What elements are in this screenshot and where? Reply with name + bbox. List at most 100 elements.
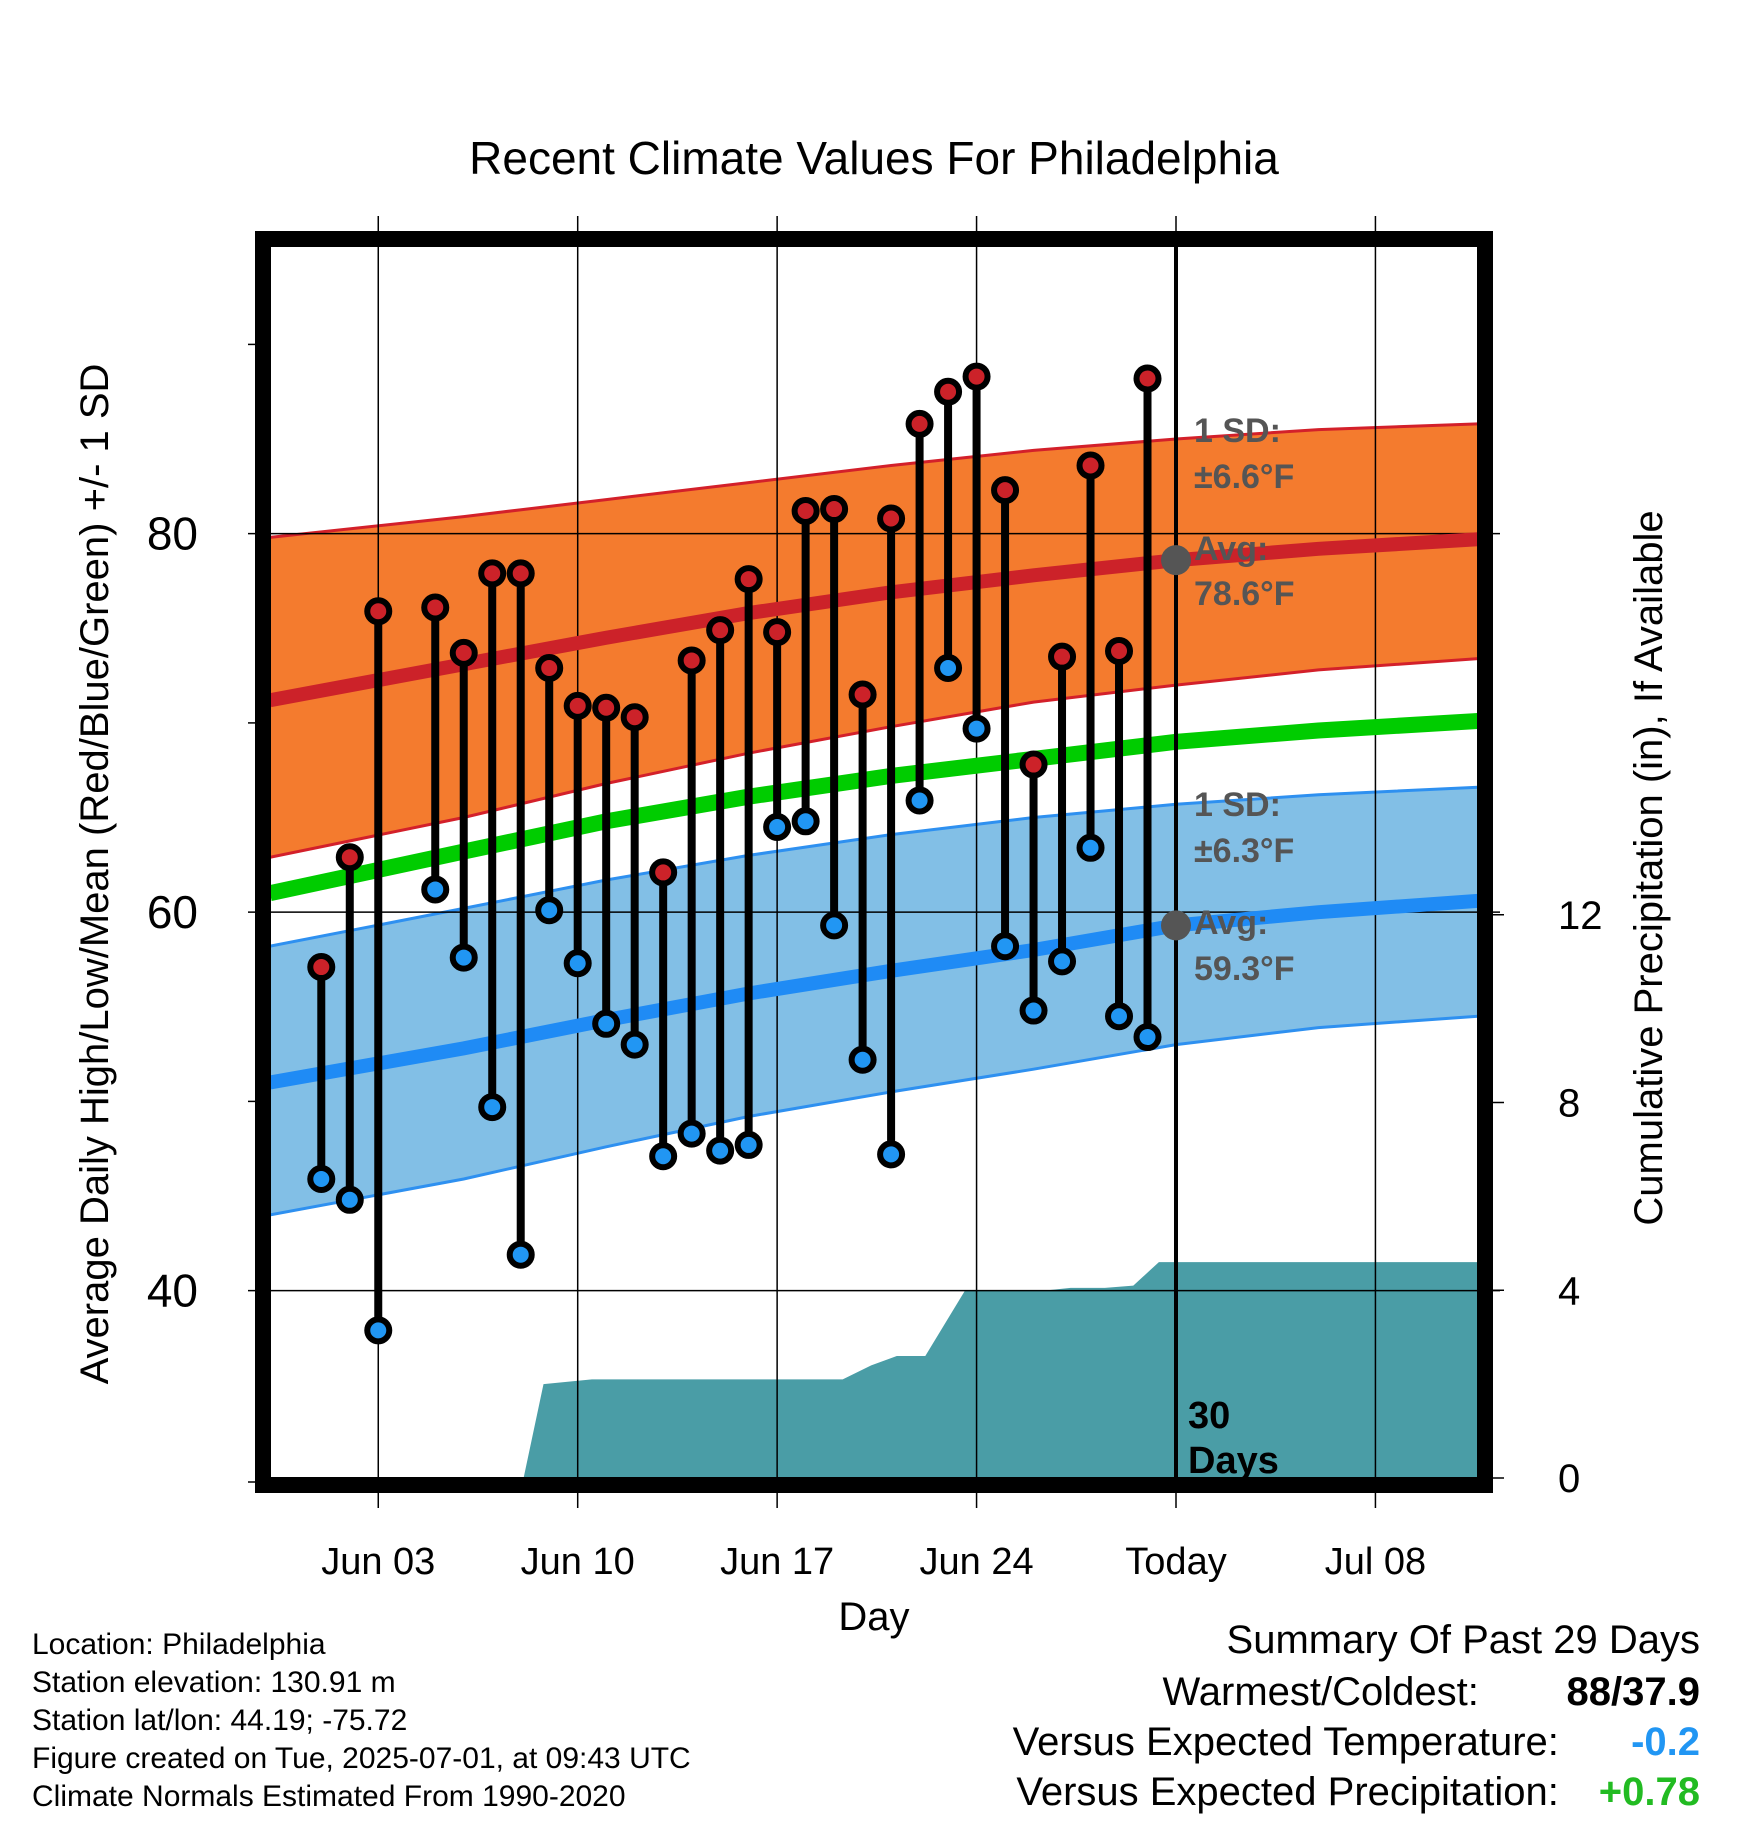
high-point	[706, 616, 735, 645]
created-text: Figure created on Tue, 2025-07-01, at 09…	[32, 1742, 691, 1775]
low-point	[449, 943, 478, 972]
high-point	[335, 843, 364, 872]
high-point	[1105, 636, 1134, 665]
low-point	[535, 896, 564, 925]
low-point	[905, 786, 934, 815]
latlon-text: Station lat/lon: 44.19; -75.72	[32, 1704, 408, 1737]
low-point	[421, 875, 450, 904]
low-point	[649, 1142, 678, 1171]
high-point	[791, 496, 820, 525]
low-point	[677, 1119, 706, 1148]
low-point	[877, 1140, 906, 1169]
temp-vs-expected-value: -0.2	[1631, 1720, 1700, 1764]
warmest-value: 88/37.9	[1566, 1670, 1700, 1714]
low-point	[706, 1136, 735, 1165]
high-point	[1076, 451, 1105, 480]
y2-axis-label: Cumulative Precipitation (in), If Availa…	[1627, 510, 1671, 1225]
high-point	[620, 703, 649, 732]
low-point	[307, 1164, 336, 1193]
high-point	[820, 495, 849, 524]
low-point	[791, 807, 820, 836]
high-point	[506, 559, 535, 588]
high-sd-value: ±6.6°F	[1194, 458, 1294, 496]
summary-title: Summary Of Past 29 Days	[1226, 1618, 1700, 1662]
high-point	[307, 953, 336, 982]
y-tick-label: 80	[147, 508, 198, 560]
low-sd-value: ±6.3°F	[1194, 832, 1294, 870]
y2-tick-label: 12	[1558, 894, 1603, 938]
precip-vs-expected-value: +0.78	[1598, 1770, 1700, 1814]
high-avg-value: 78.6°F	[1194, 575, 1295, 613]
precip-vs-expected-label: Versus Expected Precipitation:	[1016, 1770, 1559, 1814]
low-point	[820, 911, 849, 940]
high-point	[535, 654, 564, 683]
summary-panel: Summary Of Past 29 Days Warmest/Coldest:…	[960, 1618, 1700, 1828]
low-point	[506, 1240, 535, 1269]
summary-temp-row: Versus Expected Temperature: -0.2	[1013, 1720, 1700, 1765]
normals-text: Climate Normals Estimated From 1990-2020	[32, 1780, 626, 1813]
y2-tick-label: 8	[1558, 1082, 1580, 1126]
high-point	[478, 559, 507, 588]
low-point	[364, 1316, 393, 1345]
high-point	[1019, 750, 1048, 779]
x-tick-label: Jun 10	[521, 1541, 635, 1583]
station-info: Location: Philadelphia Station elevation…	[32, 1626, 691, 1816]
high-point	[734, 565, 763, 594]
today-days-label-1: Days	[1188, 1440, 1279, 1482]
low-point	[620, 1030, 649, 1059]
y-tick-label: 60	[147, 886, 198, 938]
high-sd-upper-edge	[270, 422, 1478, 539]
high-point	[421, 593, 450, 622]
today-days-label-0: 30	[1188, 1395, 1230, 1437]
y2-tick-label: 4	[1558, 1269, 1580, 1313]
summary-warmest-row: Warmest/Coldest: 88/37.9	[1163, 1670, 1701, 1715]
warmest-label: Warmest/Coldest:	[1162, 1670, 1479, 1714]
high-point	[677, 646, 706, 675]
low-point	[1076, 833, 1105, 862]
y-tick-label: 40	[147, 1265, 198, 1317]
x-axis-label: Day	[838, 1595, 909, 1639]
high-point	[934, 377, 963, 406]
low-point	[592, 1009, 621, 1038]
high-sd-label: 1 SD:	[1194, 412, 1281, 450]
x-tick-label: Jul 08	[1325, 1541, 1426, 1583]
low-avg-today-marker	[1161, 910, 1191, 941]
cumulative-precip-area	[495, 1262, 1478, 1478]
high-point	[991, 476, 1020, 505]
low-point	[1048, 947, 1077, 976]
high-point	[1048, 642, 1077, 671]
low-point	[962, 714, 991, 743]
temp-vs-expected-label: Versus Expected Temperature:	[1012, 1720, 1559, 1764]
high-avg-label: Avg:	[1194, 530, 1268, 568]
high-point	[848, 680, 877, 709]
low-point	[763, 812, 792, 841]
low-avg-value: 59.3°F	[1194, 950, 1295, 988]
summary-precip-row: Versus Expected Precipitation: +0.78	[1016, 1770, 1700, 1815]
low-point	[991, 932, 1020, 961]
plot-frame	[255, 231, 1493, 1493]
high-point	[649, 858, 678, 887]
high-point	[592, 693, 621, 722]
x-tick-label: Jun 17	[720, 1541, 834, 1583]
high-sd-band	[270, 423, 1478, 858]
high-point	[905, 409, 934, 438]
high-point	[364, 597, 393, 626]
low-point	[1133, 1023, 1162, 1052]
high-point	[563, 691, 592, 720]
y2-tick-label: 0	[1558, 1457, 1580, 1501]
low-point	[335, 1185, 364, 1214]
low-point	[848, 1045, 877, 1074]
low-sd-label: 1 SD:	[1194, 786, 1281, 824]
low-point	[563, 949, 592, 978]
y-axis-label: Average Daily High/Low/Mean (Red/Blue/Gr…	[73, 364, 117, 1385]
low-point	[1019, 996, 1048, 1025]
low-point	[734, 1130, 763, 1159]
x-tick-label: Jun 03	[321, 1541, 435, 1583]
high-point	[962, 362, 991, 391]
x-tick-label: Today	[1125, 1541, 1226, 1583]
low-point	[1105, 1002, 1134, 1031]
location-text: Location: Philadelphia	[32, 1628, 326, 1661]
low-point	[478, 1093, 507, 1122]
high-point	[877, 504, 906, 533]
